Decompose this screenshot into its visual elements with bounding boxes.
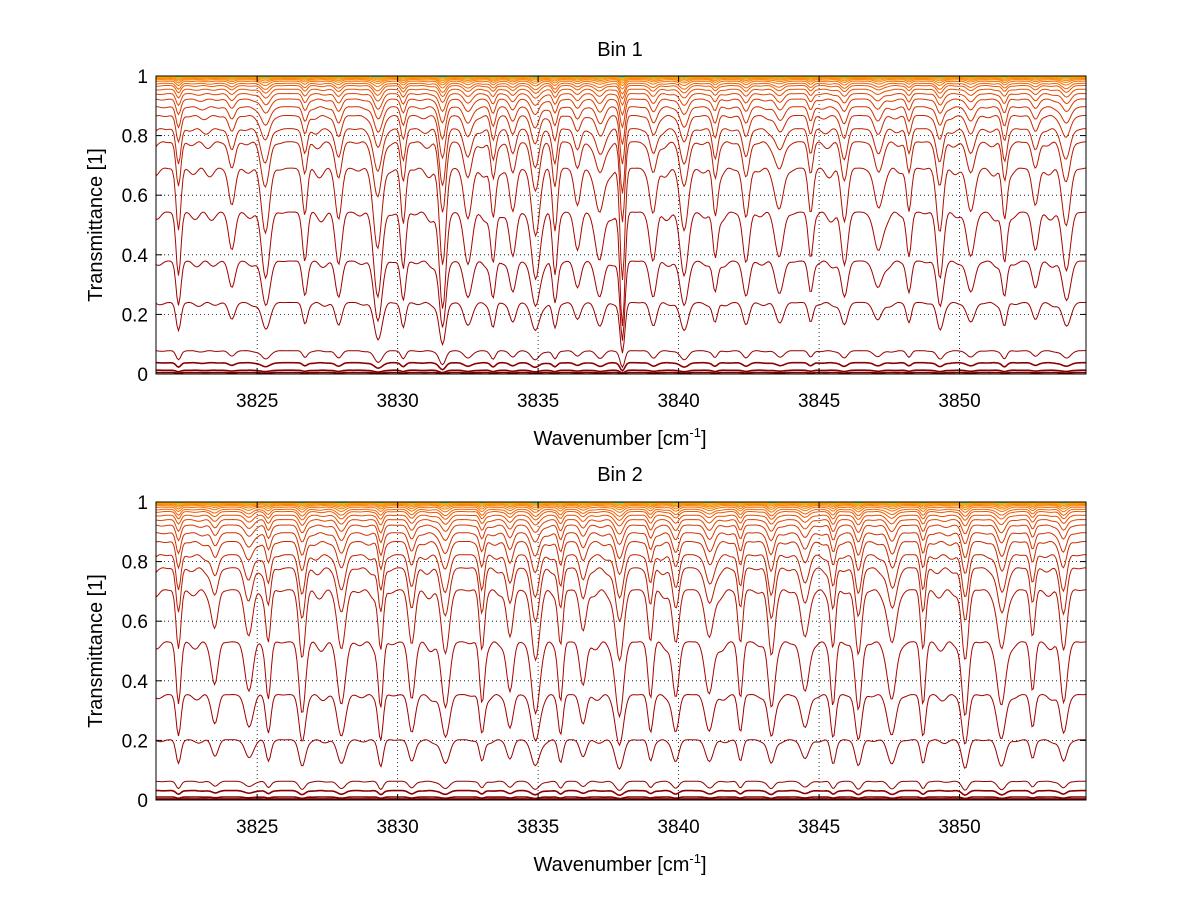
series-line: [155, 506, 1086, 513]
axis-ticks: 3825 3830 3835 3840 3845 3850 0 0.2 0.4 0.6 0.8 1: [122, 493, 1086, 838]
series-line: [156, 361, 1086, 372]
y-tick-label: 0.4: [122, 672, 149, 693]
x-axis-label-main: Wavenumber [cm: [533, 428, 689, 450]
x-axis-label-suffix: ]: [701, 428, 707, 450]
plot-area: [156, 502, 1086, 800]
series-line: [155, 350, 1086, 369]
x-tick-label: 3830: [376, 391, 418, 412]
y-tick-label: 0: [137, 791, 148, 812]
series-line: [155, 88, 1086, 107]
series-line: [155, 505, 1086, 511]
series-line: [155, 79, 1086, 87]
chart-title: Bin 2: [597, 464, 643, 486]
subplot-bin-2: Bin 2 3825 3830 3835 3840 3845 3850 0 0.2 0.4 0.6…: [85, 464, 1087, 876]
x-axis-label-suffix: ]: [701, 854, 707, 876]
axes-frame: [155, 75, 1087, 375]
y-axis-label: Transmittance [1]: [85, 148, 107, 302]
series-line: [155, 524, 1086, 546]
series-line: [155, 128, 1087, 194]
y-tick-label: 0.6: [122, 612, 148, 633]
series-line: [155, 693, 1087, 747]
series-line: [155, 98, 1086, 129]
y-tick-label: 0.8: [122, 553, 148, 574]
series-line: [156, 641, 1087, 719]
x-tick-label: 3850: [938, 391, 980, 412]
series-line: [155, 540, 1086, 576]
x-axis-label-superscript: -1: [689, 851, 701, 866]
y-tick-label: 0: [137, 365, 148, 386]
series-line: [155, 260, 1087, 341]
axes-frame: [155, 501, 1087, 801]
series-line: [156, 798, 1086, 801]
series-line: [155, 503, 1086, 509]
x-tick-label: 3840: [657, 817, 699, 838]
series-line: [155, 301, 1087, 354]
axis-ticks: 3825 3830 3835 3840 3845 3850 0 0.2 0.4 0.6 0.8 1: [122, 67, 1086, 412]
x-axis-label-superscript: -1: [689, 425, 701, 440]
y-tick-label: 0.4: [122, 246, 149, 267]
series-line: [155, 508, 1086, 517]
series-line: [155, 532, 1086, 560]
series-line: [155, 518, 1087, 535]
series-line: [155, 369, 1086, 374]
x-tick-label: 3845: [798, 391, 840, 412]
series-line: [155, 780, 1086, 791]
series-line: [155, 567, 1087, 623]
x-tick-label: 3835: [517, 391, 559, 412]
x-tick-label: 3850: [938, 817, 980, 838]
series-line: [156, 77, 1086, 82]
series-group: [155, 501, 1087, 801]
series-line: [155, 78, 1086, 84]
subplot-bin-1: Bin 1 3825 3830 3835 3840 3845 3850 0 0.2 0.4 0.6…: [85, 39, 1087, 450]
y-tick-label: 0.6: [122, 186, 148, 207]
y-tick-label: 0.8: [122, 127, 148, 148]
series-line: [155, 106, 1086, 145]
series-line: [155, 514, 1086, 527]
series-line: [155, 141, 1087, 223]
series-line: [155, 739, 1087, 770]
series-line: [156, 789, 1086, 797]
y-tick-label: 1: [137, 67, 148, 88]
x-tick-label: 3825: [236, 391, 278, 412]
x-tick-label: 3830: [376, 817, 418, 838]
x-tick-label: 3840: [657, 391, 699, 412]
x-axis-label: Wavenumber [cm-1]: [533, 425, 706, 450]
x-tick-label: 3845: [798, 817, 840, 838]
series-line: [156, 503, 1086, 507]
series-line: [155, 114, 1086, 165]
x-tick-label: 3835: [517, 817, 559, 838]
series-line: [155, 84, 1086, 100]
y-axis-label: Transmittance [1]: [85, 574, 107, 728]
series-line: [155, 92, 1087, 117]
series-line: [155, 82, 1086, 95]
series-line: [156, 371, 1086, 375]
series-line: [155, 554, 1087, 599]
y-tick-label: 1: [137, 493, 148, 514]
y-tick-label: 0.2: [122, 305, 148, 326]
x-axis-label: Wavenumber [cm-1]: [533, 851, 706, 876]
y-tick-label: 0.2: [122, 731, 148, 752]
x-axis-label-main: Wavenumber [cm: [533, 854, 689, 876]
series-line: [155, 167, 1087, 281]
series-line: [156, 211, 1087, 327]
series-line: [155, 80, 1086, 90]
series-line: [155, 589, 1087, 663]
series-line: [155, 510, 1086, 521]
x-tick-label: 3825: [236, 817, 278, 838]
chart-title: Bin 1: [597, 39, 643, 61]
series-line: [156, 796, 1086, 800]
